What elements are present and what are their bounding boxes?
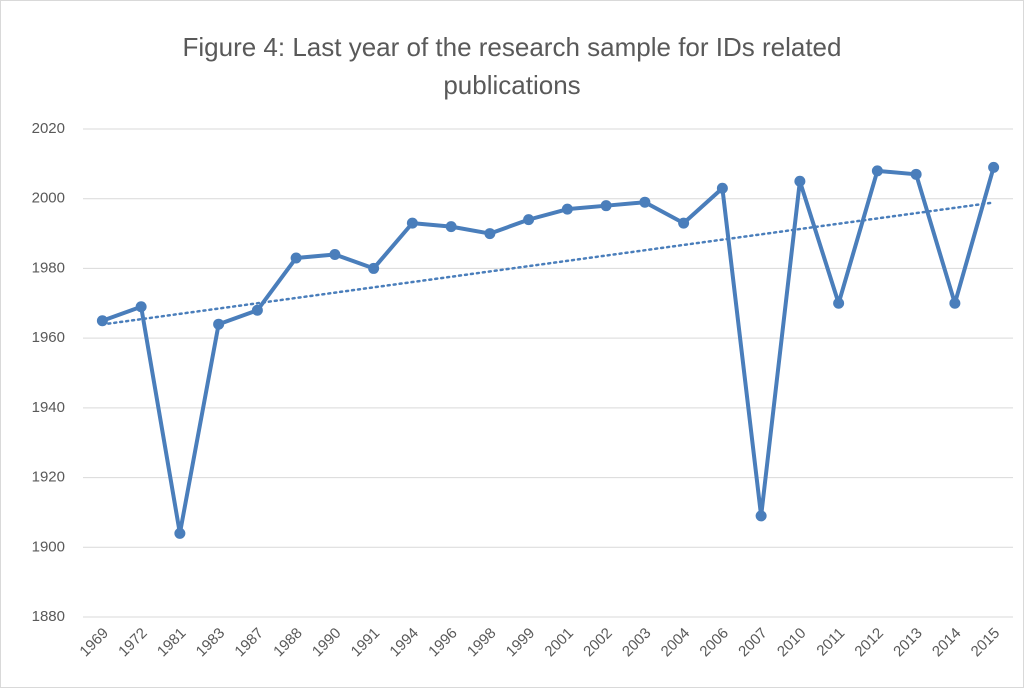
marker [949, 297, 961, 309]
marker [406, 217, 418, 229]
marker [716, 182, 728, 194]
x-tick-label: 1972 [115, 625, 151, 661]
x-tick-label: 2012 [851, 625, 887, 661]
x-tick-label: 2002 [580, 625, 616, 661]
marker [135, 301, 147, 313]
x-tick-label: 2015 [968, 625, 1004, 661]
x-tick-label: 2010 [774, 625, 810, 661]
x-tick-label: 2011 [813, 625, 848, 660]
marker [561, 203, 573, 215]
marker [290, 252, 302, 264]
x-tick-label: 1969 [76, 625, 112, 661]
x-tick-label: 1983 [193, 625, 229, 661]
trendline [101, 201, 995, 326]
marker [988, 161, 1000, 173]
x-tick-label: 2003 [619, 625, 655, 661]
x-tick-label: 2014 [929, 625, 965, 661]
y-tick-label: 1880 [32, 608, 65, 625]
line [101, 166, 996, 536]
y-tick-label: 1940 [32, 399, 65, 416]
x-tick-label: 1991 [348, 625, 384, 661]
marker [96, 315, 108, 327]
x-tick-label: 1998 [464, 625, 500, 661]
marker [639, 196, 651, 208]
x-tick-label: 2006 [696, 625, 732, 661]
x-tick-label: 1987 [231, 625, 267, 661]
marker [678, 217, 690, 229]
marker [484, 228, 496, 240]
x-tick-label: 1988 [270, 625, 306, 661]
x-tick-label: 1994 [386, 625, 422, 661]
marker [600, 200, 612, 212]
marker [910, 168, 922, 180]
y-tick-label: 1960 [32, 329, 65, 346]
x-tick-label: 1990 [309, 625, 345, 661]
x-tick-label: 1981 [154, 625, 190, 661]
marker [368, 262, 380, 274]
y-tick-label: 1920 [32, 469, 65, 486]
x-tick-label: 2007 [735, 625, 771, 661]
marker [445, 221, 457, 233]
marker [871, 165, 883, 177]
marker [329, 248, 341, 260]
x-tick-label: 2001 [541, 625, 577, 661]
marker [755, 510, 767, 522]
chart-title: Figure 4: Last year of the research samp… [182, 32, 842, 100]
y-tick-label: 1980 [32, 259, 65, 276]
marker [794, 175, 806, 187]
y-tick-label: 2000 [32, 190, 65, 207]
x-tick-label: 2004 [658, 625, 694, 661]
x-tick-label: 2013 [890, 625, 926, 661]
marker [174, 527, 186, 539]
marker [833, 297, 845, 309]
y-tick-label: 2020 [32, 120, 65, 137]
marker [251, 304, 263, 316]
x-tick-label: 1996 [425, 625, 461, 661]
marker [523, 214, 535, 226]
x-tick-label: 1999 [503, 625, 539, 661]
marker [213, 318, 225, 330]
y-tick-label: 1900 [32, 538, 65, 555]
